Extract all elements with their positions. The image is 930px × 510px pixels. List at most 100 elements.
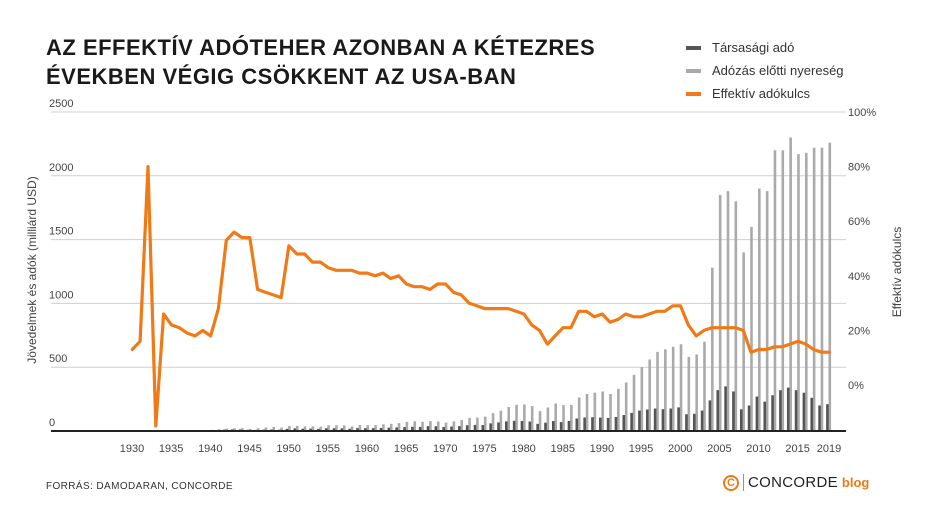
bar-profit [781,150,785,431]
bar-tax [489,423,492,431]
bar-profit [429,421,432,431]
axis-labels: 2500 2000 1500 1000 500 0 100% 80% 60% 40% 20% 0% 19… [25,98,904,455]
bar-profit [828,142,832,431]
bar-tax [661,409,665,431]
chart-title-line2: ÉVEKBEN VÉGIG CSÖKKENT AZ USA-BAN [46,64,517,89]
right-axis-title: Effektív adókulcs [890,227,904,318]
x-tick-label: 1955 [316,443,340,455]
x-tick-label: 1940 [198,443,222,455]
bar-tax [285,428,289,431]
bar-profit [624,382,628,431]
right-tick-label: 0% [848,380,864,392]
bar-profit [671,346,675,431]
bar-profit [601,391,604,431]
left-tick-label: 1000 [49,289,73,301]
right-tick-label: 80% [848,162,870,174]
bar-profit [577,397,581,431]
bar-tax [387,427,391,431]
bar-tax [512,420,516,431]
bar-profit [256,428,260,431]
bar-profit [695,354,698,431]
x-tick-label: 2010 [746,443,770,455]
bar-tax [520,421,524,431]
bar-tax [348,428,351,431]
bar-profit [499,410,503,431]
rate-line-series [130,165,831,428]
bar-profit [241,428,244,431]
legend-label-rate: Effektív adókulcs [712,86,811,101]
bar-profit [758,188,761,431]
bar-profit [750,226,753,431]
legend-swatch-profit [686,68,701,73]
bar-tax [622,415,626,431]
x-tick-label: 1985 [550,443,574,455]
bar-profit [421,421,424,431]
bar-tax [356,428,359,431]
legend-label-profit: Adózás előtti nyereség [712,63,844,78]
bar-profit [797,154,800,431]
brand-logo-block: C CONCORDE blog [723,474,869,491]
bar-profit [382,424,385,431]
bar-tax [575,418,579,431]
x-tick-label: 2019 [817,443,841,455]
bar-profit [742,252,745,431]
bar-profit [711,267,714,431]
bar-tax [364,428,367,431]
bar-profit [734,201,738,431]
bar-tax [450,426,453,431]
chart-title: AZ EFFEKTÍV ADÓTEHER AZONBAN A KÉTEZRES … [46,33,595,91]
bar-profit [452,421,456,431]
bar-tax [497,422,500,431]
x-tick-label: 2000 [668,443,692,455]
bars-profit-series [131,137,832,431]
x-tick-label: 2005 [707,443,731,455]
bar-tax [630,412,633,431]
bar-profit [303,426,307,431]
bar-tax [544,422,547,431]
bars-tax-series [129,386,829,431]
x-tick-label: 2015 [785,443,809,455]
bar-tax [818,405,821,431]
legend-swatch-rate [686,91,701,96]
bar-tax [559,422,563,431]
bar-profit [687,356,691,431]
bar-tax [732,391,735,431]
bar-profit [233,428,236,431]
bar-profit [444,422,448,431]
bar-tax [442,426,445,431]
left-tick-label: 2500 [49,98,73,110]
legend-item-tax: Társasági adó [686,36,844,59]
legend-item-profit: Adózás előtti nyereség [686,59,844,82]
bar-profit [491,413,495,431]
bar-tax [567,420,571,431]
bar-profit [523,404,526,431]
legend-swatch-tax [686,45,701,50]
bar-profit [765,191,769,431]
bar-tax [685,414,688,431]
x-tick-label: 1950 [276,443,300,455]
bar-tax [763,401,767,431]
concorde-logo-icon: C [723,474,739,491]
x-tick-label: 1990 [590,443,614,455]
bar-profit [820,147,824,431]
bar-profit [436,421,440,431]
bar-profit [632,374,636,431]
bar-profit [295,425,299,431]
bar-tax [638,410,641,431]
bar-profit [468,417,471,431]
bar-profit [311,426,315,431]
bar-profit [805,152,808,431]
bar-tax [332,428,336,431]
bar-tax [505,421,508,431]
bar-profit [272,426,276,431]
bar-tax [802,392,806,431]
bar-profit [640,367,644,431]
bar-profit [648,359,651,431]
bar-tax [591,417,594,431]
x-tick-label: 1960 [355,443,379,455]
bar-profit [515,404,518,431]
x-tick-label: 1995 [629,443,653,455]
bar-profit [530,406,534,431]
bar-tax [528,421,532,431]
x-tick-label: 1930 [120,443,144,455]
